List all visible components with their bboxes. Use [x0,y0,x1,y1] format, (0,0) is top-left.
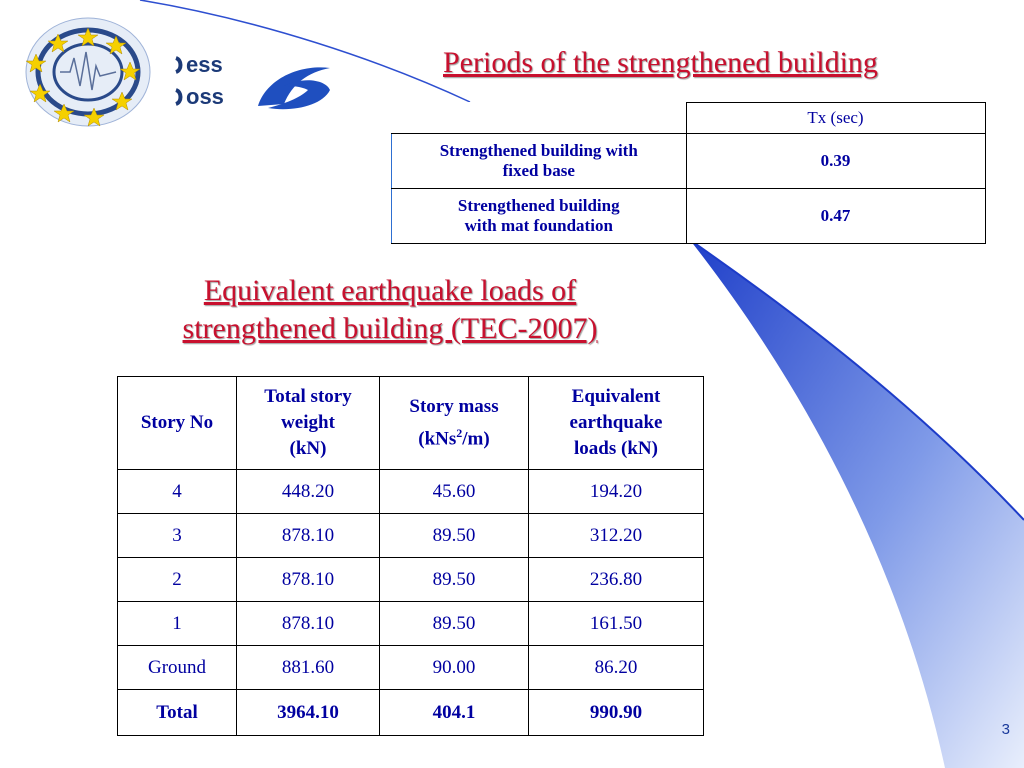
table-row: 2 878.10 89.50 236.80 [117,557,704,602]
load-cell: 236.80 [528,557,704,602]
loads-title: Equivalent earthquake loads of strengthe… [182,274,598,345]
total-mass: 404.1 [379,689,529,736]
header-story-weight: Total story weight (kN) [236,376,380,470]
table-row: Strengthened building with mat foundatio… [391,188,986,244]
load-cell: 312.20 [528,513,704,558]
header-story-mass: Story mass (kNs2/m) [379,376,529,470]
mass-cell: 90.00 [379,645,529,690]
logo-text-line2: oss [186,84,224,109]
mass-cell: 89.50 [379,601,529,646]
periods-title: Periods of the strengthened building [443,46,878,79]
table-row: 4 448.20 45.60 194.20 [117,469,704,514]
period-value: 0.39 [685,133,986,189]
weight-cell: 878.10 [236,601,380,646]
load-cell: 86.20 [528,645,704,690]
row-label: Strengthened building with mat foundatio… [391,188,687,244]
table-row: 1 878.10 89.50 161.50 [117,601,704,646]
total-label: Total [117,689,237,736]
load-cell: 194.20 [528,469,704,514]
period-header: Tx (sec) [685,102,986,134]
total-load: 990.90 [528,689,704,736]
story-no-cell: 1 [117,601,237,646]
logo-text-line1: ess [186,52,223,77]
story-no-cell: 3 [117,513,237,558]
table-row: Ground 881.60 90.00 86.20 [117,645,704,690]
load-cell: 161.50 [528,601,704,646]
table-row: Strengthened building with fixed base 0.… [391,133,986,189]
header-equivalent-loads: Equivalent earthquake loads (kN) [528,376,704,470]
story-no-cell: 2 [117,557,237,602]
header-story-no: Story No [117,376,237,470]
story-no-cell: Ground [117,645,237,690]
loads-table: Story No Total story weight (kN) Story m… [117,376,704,736]
table-total-row: Total 3964.10 404.1 990.90 [117,689,704,736]
weight-cell: 878.10 [236,557,380,602]
fp6-icon [258,67,330,110]
page-number: 3 [1001,721,1010,738]
weight-cell: 881.60 [236,645,380,690]
mass-cell: 89.50 [379,557,529,602]
table-row: 3 878.10 89.50 312.20 [117,513,704,558]
empty-corner-cell [391,102,687,134]
story-no-cell: 4 [117,469,237,514]
weight-cell: 448.20 [236,469,380,514]
weight-cell: 878.10 [236,513,380,558]
mass-cell: 45.60 [379,469,529,514]
table-header-row: Story No Total story weight (kN) Story m… [117,376,704,470]
mass-cell: 89.50 [379,513,529,558]
period-value: 0.47 [685,188,986,244]
total-weight: 3964.10 [236,689,380,736]
row-label: Strengthened building with fixed base [391,133,687,189]
project-logo: ess oss [8,14,338,134]
periods-table: Tx (sec) Strengthened building with fixe… [391,102,986,244]
